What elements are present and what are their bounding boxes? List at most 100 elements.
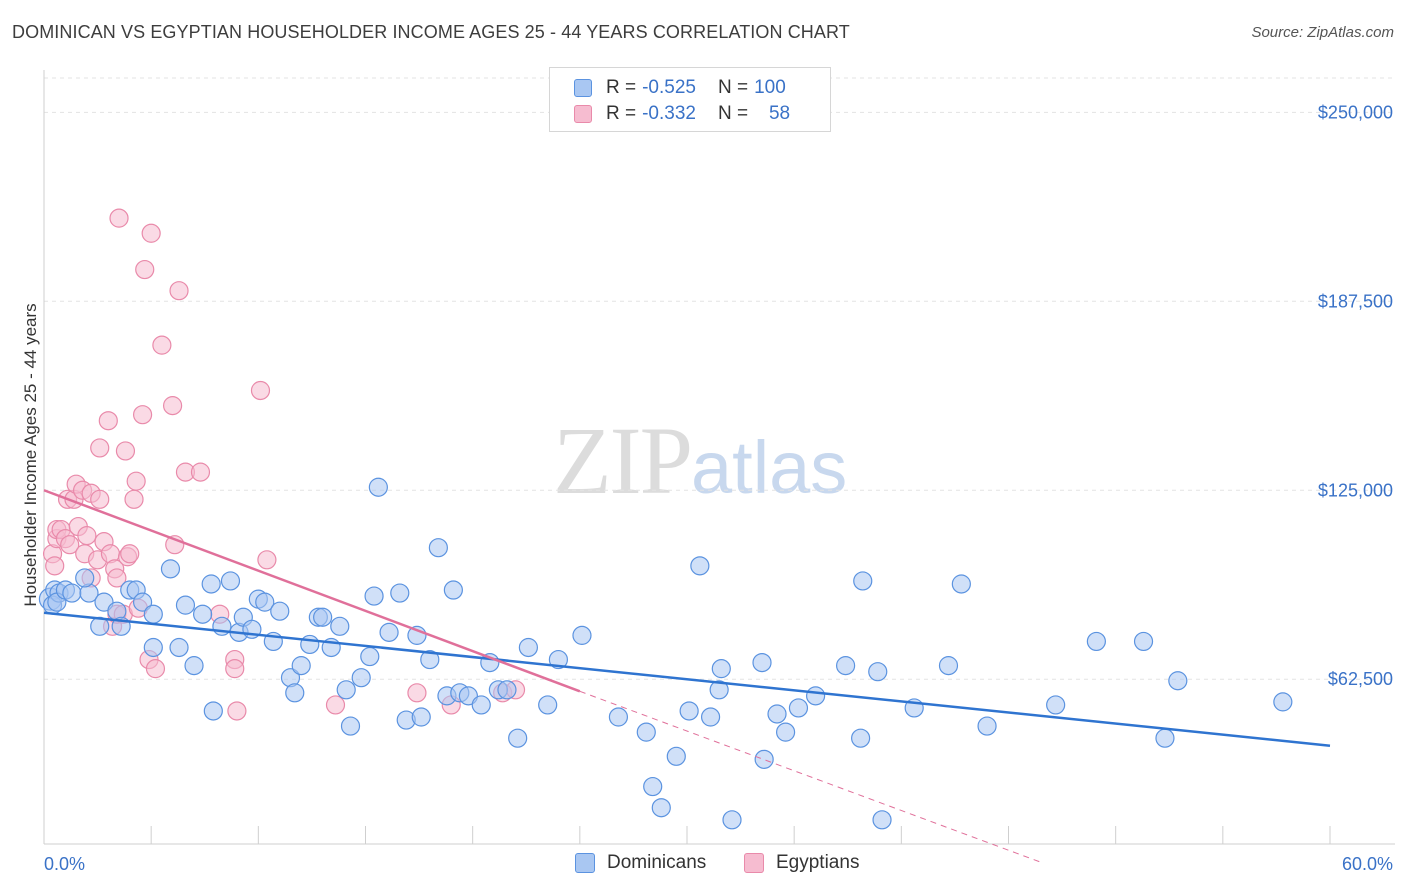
dominicans-point <box>851 728 871 748</box>
dominicans-point <box>1168 671 1188 691</box>
egyptians-point <box>107 568 127 588</box>
legend-swatch-egyptians <box>574 105 592 123</box>
dominicans-point <box>255 592 275 612</box>
dominicans-point <box>690 556 710 576</box>
egyptians-point <box>126 471 146 491</box>
egyptians-point <box>90 438 110 458</box>
dominicans-point <box>572 625 592 645</box>
x-tick-label: 0.0% <box>44 854 85 874</box>
dominicans-point <box>711 659 731 679</box>
legend-r-value: -0.332 <box>642 103 696 124</box>
dominicans-point <box>709 680 729 700</box>
axes <box>43 70 1395 845</box>
dominicans-point <box>666 746 686 766</box>
dominicans-point <box>1155 728 1175 748</box>
y-tick-label: $125,000 <box>1318 480 1393 500</box>
dominicans-point <box>805 686 826 706</box>
egyptians-point <box>90 489 110 509</box>
dominicans-point <box>285 683 305 703</box>
egyptians-point <box>257 550 277 570</box>
egyptians-point <box>135 259 155 280</box>
dominicans-point <box>679 701 699 721</box>
dominicans-point <box>471 695 491 715</box>
dominicans-point <box>291 656 311 676</box>
source-label: Source: ZipAtlas.com <box>1251 24 1394 41</box>
y-tick-label: $250,000 <box>1318 102 1393 122</box>
egyptians-trend-extension <box>579 690 1041 863</box>
dominicans-point <box>364 586 384 606</box>
dominicans-point <box>538 695 558 715</box>
dominicans-point <box>836 656 856 676</box>
trend-lines <box>43 489 1331 863</box>
dominicans-point <box>184 656 204 676</box>
egyptians-point <box>190 462 211 482</box>
egyptians-point <box>407 683 427 703</box>
egyptians-point <box>141 223 161 243</box>
legend-swatch-dominicans <box>575 853 595 873</box>
dominicans-point <box>872 810 892 830</box>
legend-label-egyptians: Egyptians <box>776 852 860 873</box>
egyptians-point <box>152 335 172 355</box>
legend-swatch-egyptians <box>744 853 764 873</box>
dominicans-point <box>651 798 671 818</box>
egyptians-point <box>225 659 245 679</box>
egyptians-point <box>325 695 346 715</box>
correlation-legend: R = -0.525 N = 100 R = -0.332 N = 58 <box>549 67 831 132</box>
watermark-atlas: atlas <box>691 426 848 509</box>
dominicans-point <box>608 707 629 727</box>
dominicans-point <box>143 604 163 624</box>
tick-labels: $62,500 $125,000 $187,500 $250,000 0.0% 60.0% <box>44 102 1393 874</box>
dominicans-point <box>548 649 569 670</box>
dominicans-point <box>336 680 356 700</box>
series-legend: Dominicans Egyptians <box>0 852 1406 876</box>
dominicans-point <box>752 652 772 673</box>
dominicans-trend-line <box>43 611 1331 747</box>
dominicans-point <box>75 568 95 588</box>
dominicans-point <box>497 680 517 700</box>
dominicans-point <box>379 622 399 642</box>
dominicans-point <box>1133 631 1154 652</box>
egyptians-point <box>250 380 271 401</box>
dominicans-point <box>411 707 431 727</box>
grid-lines <box>44 77 1395 680</box>
dominicans-point <box>643 776 663 797</box>
dominicans-point <box>203 701 223 721</box>
egyptians-point <box>120 544 140 564</box>
dominicans-point <box>62 583 82 603</box>
egyptians-point <box>132 405 153 425</box>
dominicans-point <box>722 810 742 830</box>
legend-r-label: R = <box>606 103 637 124</box>
dominicans-point <box>508 728 528 748</box>
dominicans-point <box>351 668 371 688</box>
dominicans-point <box>775 722 796 742</box>
dominicans-point <box>951 574 971 594</box>
legend-row-egyptians: R = -0.332 N = 58 <box>574 102 790 126</box>
dominicans-point <box>700 707 721 727</box>
egyptians-point <box>115 441 136 461</box>
dominicans-point <box>767 704 787 724</box>
dominicans-point <box>330 616 350 636</box>
x-tick-label: 60.0% <box>1342 854 1393 874</box>
dominicans-point <box>143 637 163 658</box>
dominicans-point <box>1086 631 1106 652</box>
dominicans-point <box>160 559 181 579</box>
dominicans-point <box>754 749 774 769</box>
dominicans-point <box>443 580 463 600</box>
dominicans-point <box>428 538 448 558</box>
dominicans-point <box>938 656 959 676</box>
chart-title: DOMINICAN VS EGYPTIAN HOUSEHOLDER INCOME… <box>12 22 850 42</box>
legend-r-label: R = <box>606 77 637 98</box>
egyptians-point <box>98 411 118 431</box>
dominicans-point <box>390 583 410 603</box>
dominicans-point <box>1046 695 1066 715</box>
egyptians-point <box>124 489 144 509</box>
watermark-zip: ZIP <box>553 407 693 514</box>
egyptians-point <box>77 526 97 546</box>
dominicans-point <box>193 604 213 624</box>
dominicans-point <box>132 592 153 612</box>
egyptians-point <box>169 281 189 301</box>
dominicans-point <box>360 646 380 667</box>
legend-item-dominicans: Dominicans <box>575 852 706 874</box>
y-axis-label: Householder Income Ages 25 - 44 years <box>21 303 40 606</box>
legend-item-egyptians: Egyptians <box>744 852 859 874</box>
